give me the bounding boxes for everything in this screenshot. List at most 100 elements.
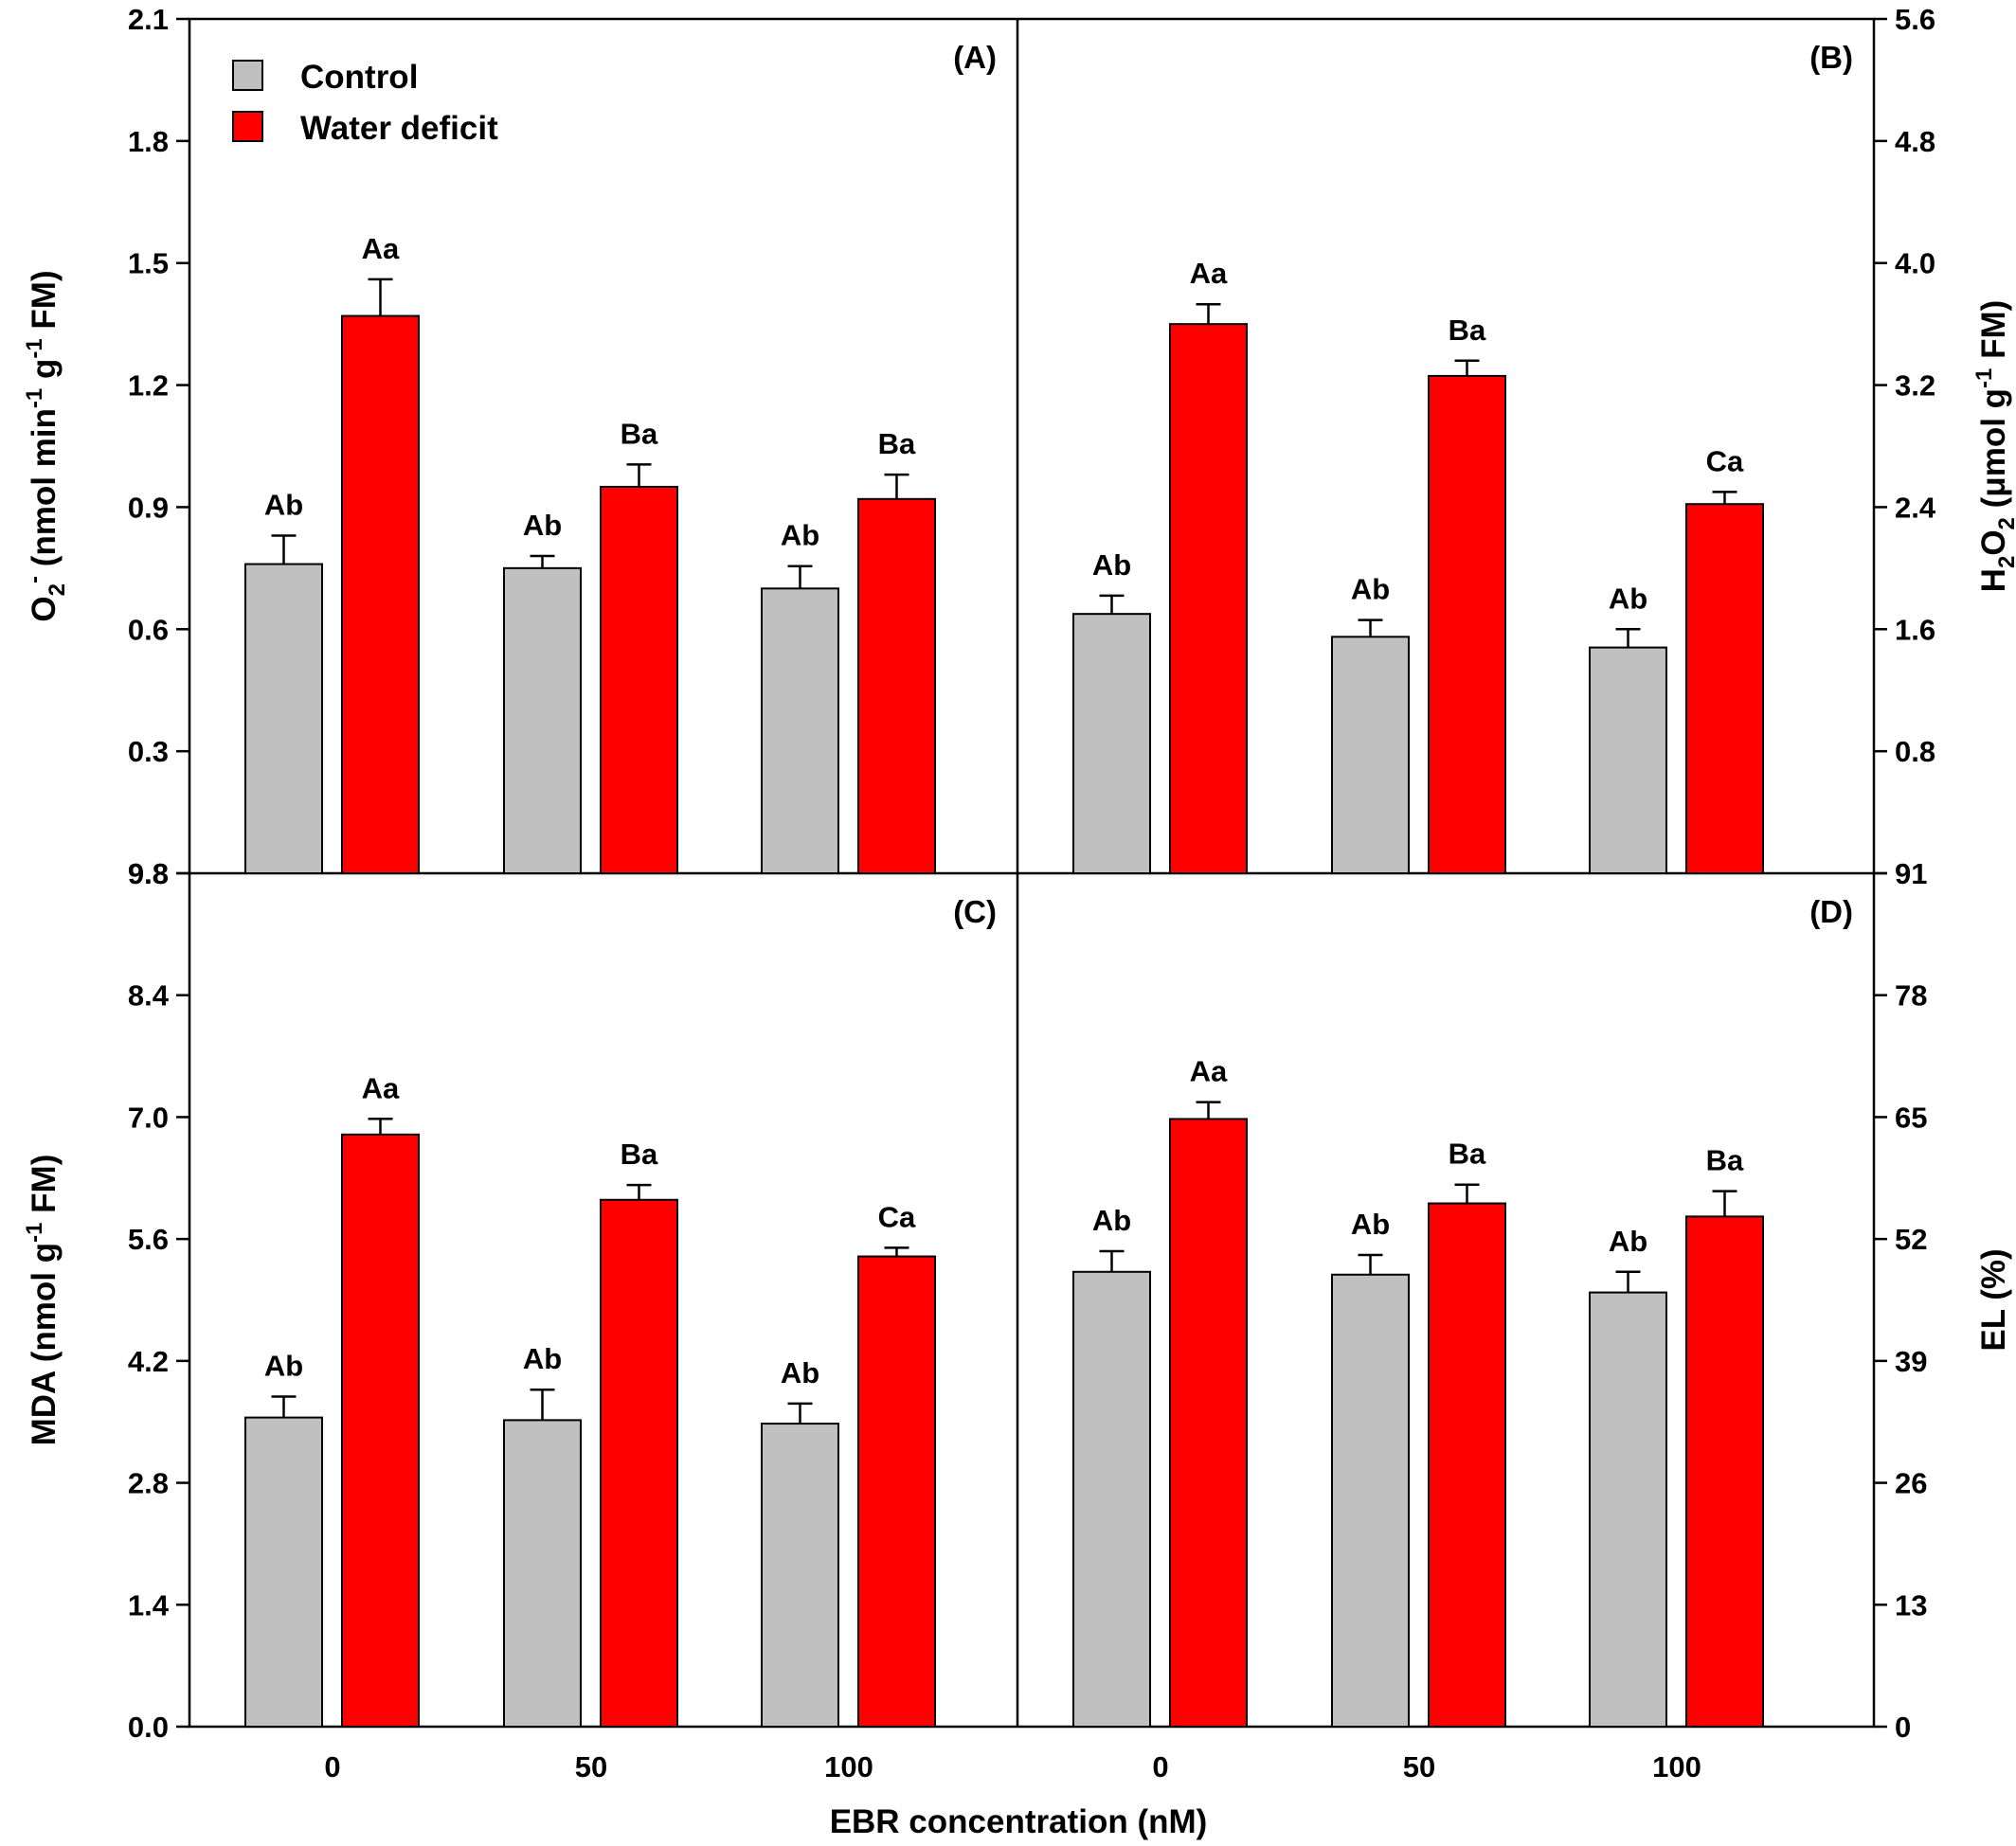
- y-axis-title-part: -1: [1971, 368, 1997, 388]
- water-deficit-bar: [1428, 1202, 1506, 1728]
- legend-label: Water deficit: [300, 110, 498, 147]
- significance-label: Ba: [1449, 314, 1486, 347]
- y-tick-label: 4.2: [128, 1345, 169, 1378]
- significance-label: Aa: [1190, 257, 1228, 290]
- y-axis-title-part: 2: [45, 583, 70, 596]
- water-deficit-bar: [1428, 374, 1506, 874]
- y-axis-title-part: FM): [1975, 300, 2012, 368]
- significance-label: Ab: [1351, 1208, 1390, 1241]
- panel-tag: (B): [1809, 40, 1853, 75]
- control-bar: [244, 563, 323, 874]
- control-bar: [1589, 1291, 1667, 1728]
- y-tick-label: 8.4: [128, 979, 170, 1013]
- panel-tag: (D): [1809, 894, 1853, 929]
- water-deficit-bar: [1169, 1118, 1248, 1728]
- control-bar: [503, 1419, 582, 1728]
- y-tick-label: 2.1: [128, 3, 169, 36]
- y-axis-title-part: MDA (nmol g: [26, 1243, 63, 1446]
- y-tick-label: 78: [1895, 979, 1927, 1013]
- bars-layer: [244, 278, 1764, 1729]
- y-tick-label: 39: [1895, 1345, 1927, 1378]
- significance-label: Ab: [1351, 573, 1390, 606]
- legend-swatch: [232, 111, 263, 142]
- control-bar: [1072, 613, 1151, 875]
- x-tick-label: 50: [575, 1750, 607, 1783]
- y-tick-label: 2.8: [128, 1467, 169, 1500]
- x-tick-label: 0: [324, 1750, 340, 1783]
- y-tick-label: 0: [1895, 1711, 1911, 1744]
- significance-label: Ab: [1609, 1225, 1647, 1258]
- y-axis-title: EL (%): [1975, 1248, 2012, 1351]
- legend-label: Control: [300, 59, 418, 96]
- y-axis-title: O2- (nmol min-1 g-1 FM): [22, 270, 70, 621]
- control-bar: [1331, 636, 1410, 875]
- y-tick-label: 0.3: [128, 735, 169, 768]
- y-tick-label: 1.5: [128, 247, 169, 280]
- y-tick-label: 26: [1895, 1467, 1927, 1500]
- y-axis-title: H2O2 (μmol g-1 FM): [1971, 300, 2016, 593]
- y-tick-label: 9.8: [128, 857, 169, 890]
- y-axis-title-part: O: [1975, 529, 2012, 555]
- water-deficit-bar: [1685, 1215, 1764, 1728]
- control-bar: [761, 1423, 839, 1729]
- y-axis-title-part: FM): [26, 270, 63, 338]
- water-deficit-bar: [341, 314, 420, 874]
- water-deficit-bar: [1169, 323, 1248, 874]
- y-tick-label: 3.2: [1895, 369, 1935, 403]
- y-axis-title: MDA (nmol g-1 FM): [22, 1155, 63, 1446]
- significance-label: Aa: [1190, 1055, 1228, 1088]
- y-tick-label: 1.4: [128, 1588, 170, 1622]
- significance-label: Ca: [878, 1200, 916, 1233]
- panel-tag: (A): [953, 40, 997, 75]
- legend-swatch: [232, 60, 263, 91]
- y-axis-title-part: 2: [1994, 556, 2016, 568]
- significance-label: Ab: [781, 1356, 819, 1389]
- y-axis-title-part: -1: [22, 388, 47, 408]
- y-tick-label: 0.8: [1895, 735, 1935, 768]
- significance-label: Ba: [621, 1138, 658, 1171]
- y-tick-label: 1.6: [1895, 613, 1935, 646]
- water-deficit-bar: [857, 1255, 936, 1729]
- y-axis-title-part: FM): [26, 1155, 63, 1223]
- control-bar: [761, 587, 839, 874]
- significance-label: Ba: [621, 417, 658, 450]
- x-axis-title: EBR concentration (nM): [830, 1803, 1208, 1840]
- x-tick-label: 50: [1403, 1750, 1435, 1783]
- y-tick-label: 91: [1895, 857, 1927, 890]
- water-deficit-bar: [600, 1198, 678, 1728]
- y-tick-label: 0.9: [128, 491, 169, 524]
- y-tick-label: 4.8: [1895, 125, 1935, 158]
- y-axis-title-part: (nmol min: [26, 408, 63, 576]
- water-deficit-bar: [1685, 503, 1764, 874]
- y-axis-title-part: H: [1975, 568, 2012, 592]
- legend: Control Water deficit: [232, 59, 498, 147]
- significance-label: Ab: [523, 1342, 562, 1375]
- y-tick-label: 5.6: [128, 1223, 169, 1256]
- water-deficit-bar: [857, 497, 936, 874]
- control-bar: [244, 1416, 323, 1728]
- x-tick-label: 100: [1652, 1750, 1701, 1783]
- y-axis-title-part: O: [26, 596, 63, 621]
- y-axis-title-part: g: [26, 359, 63, 388]
- significance-label: Ab: [1092, 1204, 1131, 1237]
- x-tick-label: 100: [824, 1750, 873, 1783]
- y-tick-label: 2.4: [1895, 491, 1936, 524]
- significance-label: Ab: [523, 509, 562, 542]
- significance-label: Ab: [264, 1350, 303, 1383]
- control-bar: [1331, 1273, 1410, 1729]
- y-tick-label: 4.0: [1895, 247, 1935, 280]
- y-tick-label: 0.6: [128, 613, 169, 646]
- significance-label: Aa: [362, 232, 400, 265]
- significance-label: Ba: [1706, 1144, 1744, 1177]
- y-tick-label: 7.0: [128, 1101, 169, 1134]
- significance-label: Ba: [1449, 1138, 1486, 1171]
- y-axis-title-part: -: [22, 576, 47, 583]
- control-bar: [1072, 1270, 1151, 1729]
- significance-label: Aa: [362, 1071, 400, 1104]
- water-deficit-bar: [600, 485, 678, 874]
- y-axis-title-part: (μmol g: [1975, 388, 2012, 517]
- y-axis-title-part: -1: [22, 338, 47, 358]
- labels-layer: 9.80.30.60.91.21.51.82.1O2- (nmol min-1 …: [22, 3, 2016, 1783]
- significance-label: Ba: [878, 427, 916, 460]
